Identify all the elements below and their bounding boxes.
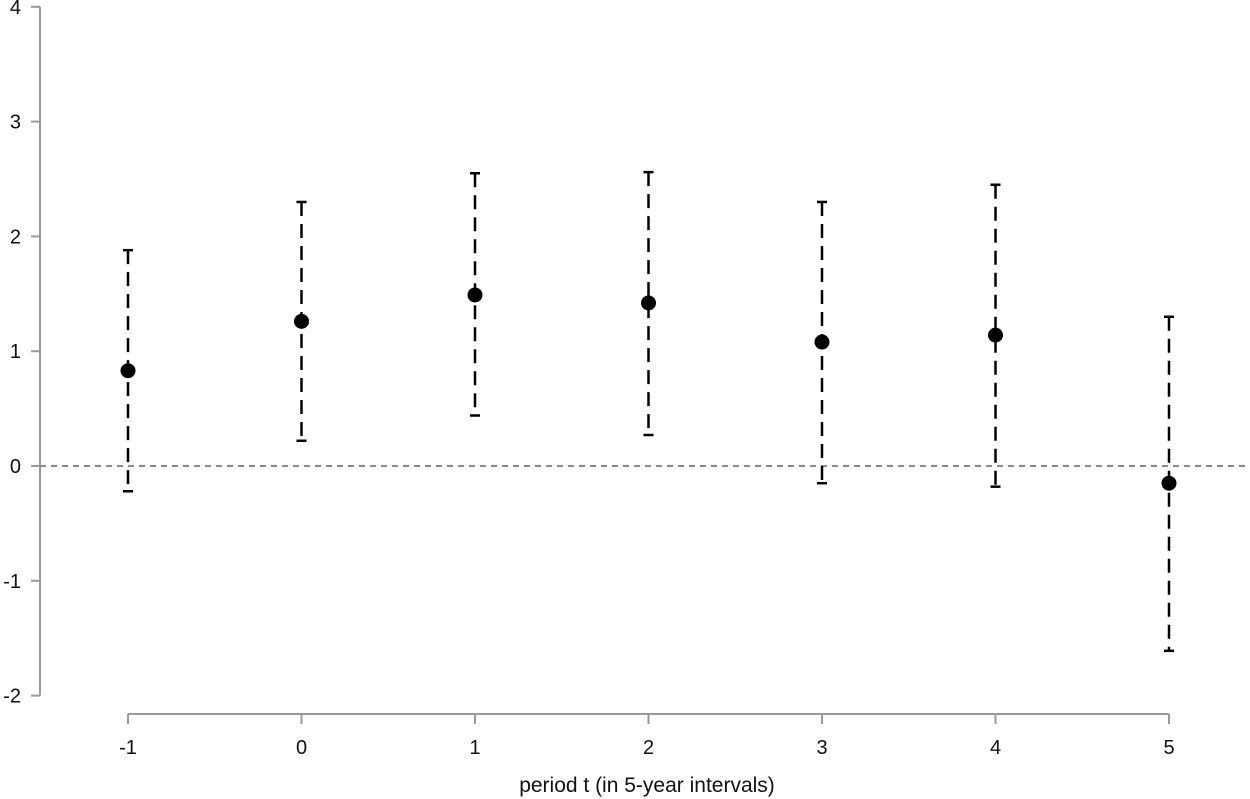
x-axis: -1 0 1 2 3 4 5 xyxy=(119,713,1175,759)
point-estimate xyxy=(1161,475,1177,491)
x-axis-title: period t (in 5-year intervals) xyxy=(519,774,775,797)
y-tick-label: 1 xyxy=(10,341,21,363)
point-estimate xyxy=(467,287,483,303)
plot-area xyxy=(40,170,1250,653)
y-tick-label: -2 xyxy=(3,686,21,708)
point-estimate xyxy=(294,313,309,329)
x-tick-label: 0 xyxy=(296,737,307,759)
x-tick-label: 3 xyxy=(816,737,827,759)
y-tick-label: 3 xyxy=(10,112,21,134)
point-estimate xyxy=(988,327,1003,343)
y-tick-label: 0 xyxy=(10,456,21,478)
x-tick-label: -1 xyxy=(119,737,137,759)
point-estimate xyxy=(120,363,136,379)
y-tick-label: 2 xyxy=(10,226,21,248)
point-estimate xyxy=(814,334,830,350)
y-tick-label: -1 xyxy=(3,571,21,593)
y-axis: -2 -1 0 1 2 3 4 xyxy=(3,0,41,708)
y-tick-label: 4 xyxy=(10,0,21,19)
x-tick-label: 1 xyxy=(469,737,480,759)
x-tick-label: 4 xyxy=(990,737,1001,759)
x-tick-label: 2 xyxy=(643,737,654,759)
x-tick-label: 5 xyxy=(1163,737,1174,759)
point-estimate xyxy=(641,295,656,311)
